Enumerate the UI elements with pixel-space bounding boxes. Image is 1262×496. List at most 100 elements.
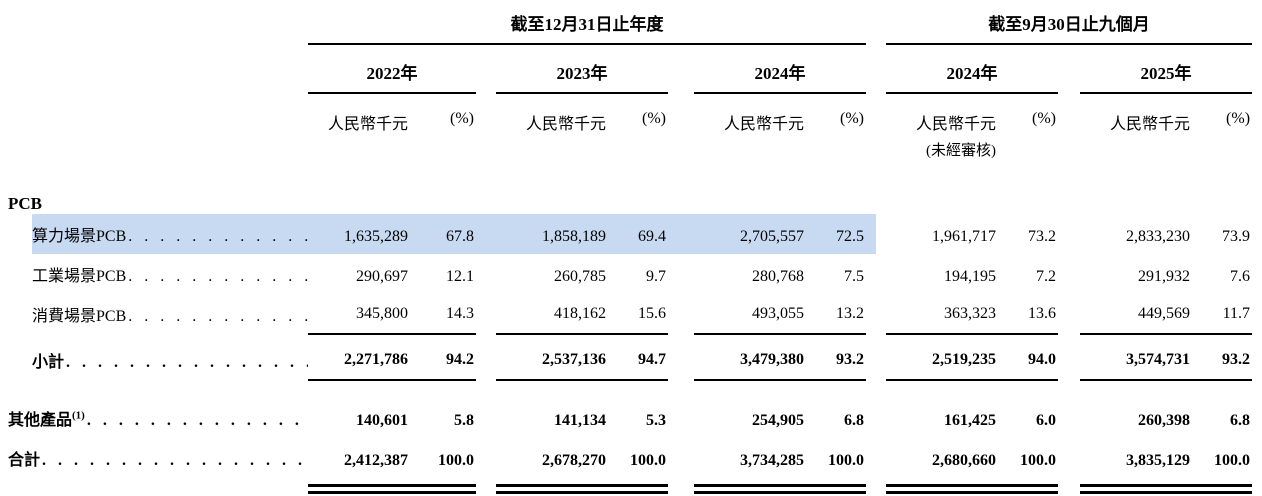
period-header-nine-months: 截至9月30日止九個月 xyxy=(886,10,1253,45)
value-cell: 363,323 xyxy=(886,294,996,335)
unit-header-row: 人民幣千元 (%) 人民幣千元 (%) 人民幣千元 (%) 人民幣千元 (未經審… xyxy=(8,93,1252,160)
value-cell: 2,412,387 xyxy=(344,452,408,469)
value-cell: 418,162 xyxy=(496,294,606,335)
column-gap xyxy=(866,294,886,334)
row-industrial-pcb: 工業場景PCB. . . . . . . . . . . . . . . . .… xyxy=(8,254,1252,294)
pct-cell: 94.0 xyxy=(996,334,1058,381)
pct-cell: 15.6 xyxy=(606,294,668,335)
value-cell: 3,734,285 xyxy=(740,452,804,469)
pct-header: (%) xyxy=(1032,110,1056,127)
column-gap xyxy=(668,93,694,160)
value-cell: 290,697 xyxy=(356,268,408,285)
pct-cell: 72.5 xyxy=(804,214,866,254)
column-gap xyxy=(866,478,886,494)
unit-label: 人民幣千元 xyxy=(723,116,804,133)
pct-cell: 100.0 xyxy=(438,452,474,469)
column-gap xyxy=(866,254,886,294)
row-label: 小計. . . . . . . . . . . . . . . . . . . … xyxy=(8,334,308,380)
double-rule-bar xyxy=(886,484,1058,494)
unit-header: 人民幣千元 xyxy=(496,93,606,160)
pct-cell: 94.7 xyxy=(606,334,668,381)
unit-label: 人民幣千元 xyxy=(1109,116,1190,133)
column-gap xyxy=(866,214,886,254)
column-gap xyxy=(1058,334,1080,380)
value-cell: 291,932 xyxy=(1138,268,1190,285)
unit-label: 人民幣千元 xyxy=(327,116,408,133)
column-gap xyxy=(866,380,886,438)
unit-header: 人民幣千元 xyxy=(694,93,804,160)
pct-cell: 6.8 xyxy=(1230,412,1251,429)
corner-cell xyxy=(8,44,308,93)
value-cell: 2,833,230 xyxy=(1126,228,1190,245)
value-cell: 161,425 xyxy=(944,412,996,429)
column-gap xyxy=(1058,380,1080,438)
column-gap xyxy=(476,478,496,494)
column-gap xyxy=(866,334,886,380)
row-label: 工業場景PCB. . . . . . . . . . . . . . . . .… xyxy=(8,254,308,294)
total-underline-row xyxy=(8,478,1253,494)
pct-cell: 69.4 xyxy=(606,214,668,254)
value-cell: 260,785 xyxy=(554,268,606,285)
column-gap xyxy=(476,44,496,93)
double-rule xyxy=(694,478,866,494)
value-cell: 280,768 xyxy=(752,268,804,285)
row-consumer-pcb: 消費場景PCB. . . . . . . . . . . . . . . . .… xyxy=(8,294,1253,335)
double-rule xyxy=(308,478,476,494)
value-cell: 2,519,235 xyxy=(886,334,996,381)
pct-cell: 73.9 xyxy=(1222,228,1251,245)
value-cell: 493,055 xyxy=(694,294,804,335)
pct-header: (%) xyxy=(1226,110,1251,127)
column-gap xyxy=(476,93,496,160)
column-gap xyxy=(866,10,886,44)
pct-cell: 11.7 xyxy=(1190,294,1253,335)
value-cell: 449,569 xyxy=(1080,294,1190,335)
column-gap xyxy=(668,380,694,438)
row-subtotal: 小計. . . . . . . . . . . . . . . . . . . … xyxy=(8,334,1253,381)
pct-cell: 100.0 xyxy=(630,452,666,469)
column-gap xyxy=(866,438,886,478)
double-rule-bar xyxy=(1080,484,1253,494)
pct-cell: 9.7 xyxy=(646,268,666,285)
value-cell: 260,398 xyxy=(1138,412,1190,429)
column-gap xyxy=(1058,93,1080,160)
pct-cell: 5.3 xyxy=(646,412,666,429)
revenue-breakdown-table: 截至12月31日止年度 截至9月30日止九個月 2022年 2023年 2024… xyxy=(8,10,1253,494)
row-label: 其他產品(1). . . . . . . . . . . . . . . . .… xyxy=(8,380,308,438)
row-label-text: 消費場景PCB xyxy=(32,308,127,325)
section-label: PCB xyxy=(8,194,42,213)
value-cell: 3,835,129 xyxy=(1126,452,1190,469)
column-gap xyxy=(1058,214,1080,254)
pct-cell: 6.0 xyxy=(1036,412,1056,429)
row-other-products: 其他產品(1). . . . . . . . . . . . . . . . .… xyxy=(8,380,1252,438)
corner-cell xyxy=(8,478,308,494)
double-rule-bar xyxy=(496,484,668,494)
dot-leader: . . . . . . . . . . . . . . . . . . . . … xyxy=(42,452,308,469)
table-header: 截至12月31日止年度 截至9月30日止九個月 2022年 2023年 2024… xyxy=(8,10,1253,160)
column-gap xyxy=(1058,478,1080,494)
pct-cell: 6.8 xyxy=(844,412,864,429)
double-rule xyxy=(886,478,1058,494)
pct-cell: 93.2 xyxy=(804,334,866,381)
pct-cell: 13.6 xyxy=(996,294,1058,335)
corner-cell xyxy=(8,10,308,44)
footnote-ref: (1) xyxy=(72,409,85,422)
dot-leader: . . . . . . . . . . . . . . . . . . . . … xyxy=(86,412,308,429)
value-cell: 1,961,717 xyxy=(932,228,996,245)
pct-cell: 5.8 xyxy=(454,412,474,429)
column-gap xyxy=(668,44,694,93)
pct-header: (%) xyxy=(642,110,666,127)
row-label-text: 小計 xyxy=(32,354,65,371)
column-gap xyxy=(1058,44,1080,93)
value-cell: 2,680,660 xyxy=(932,452,996,469)
column-gap xyxy=(668,438,694,478)
column-gap xyxy=(668,478,694,494)
unit-header: 人民幣千元 xyxy=(308,93,408,160)
row-label-text: 合計 xyxy=(8,452,41,469)
dot-leader: . . . . . . . . . . . . . . . . . . . . … xyxy=(66,354,308,371)
column-gap xyxy=(476,294,496,334)
year-header-row: 2022年 2023年 2024年 2024年 2025年 xyxy=(8,44,1253,94)
column-gap xyxy=(866,93,886,160)
unit-label: 人民幣千元 xyxy=(525,116,606,133)
